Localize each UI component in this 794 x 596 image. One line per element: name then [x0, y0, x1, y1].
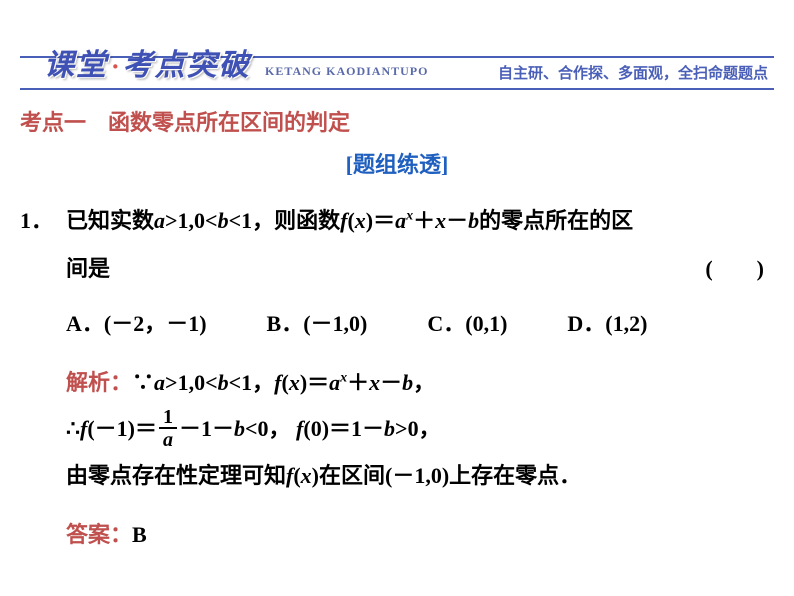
p2: 间是 — [66, 256, 110, 281]
e2h: (0)＝1－ — [303, 416, 384, 441]
e1m: x — [369, 370, 380, 395]
e1c: >1,0< — [165, 370, 218, 395]
option-a: A．(－2，－1) — [66, 306, 207, 338]
e1l: ＋ — [347, 370, 369, 395]
banner-pinyin: KETANG KAODIANTUPO — [265, 64, 428, 79]
banner-title: 课堂 · 考点突破 — [44, 40, 251, 84]
options-row: A．(－2，－1) B．(－1,0) C．(0,1) D．(1,2) — [20, 306, 774, 338]
explanation: 解析：∵a>1,0<b<1，f(x)＝ax＋x－b， ∴f(－1)＝1a－1－b… — [20, 360, 774, 499]
problem-text: 1．已知实数a>1,0<b<1，则函数f(x)＝ax＋x－b的零点所在的区 间是… — [20, 197, 774, 294]
p1a: 已知实数 — [66, 208, 154, 233]
banner-right-text: 自主研、合作探、多面观，全扫命题题点 — [498, 62, 768, 83]
frac-den: a — [159, 429, 177, 451]
e1a: ∵ — [132, 370, 154, 395]
p1e: <1，则函数 — [229, 208, 341, 233]
e1p: ， — [413, 370, 435, 395]
problem-number: 1． — [20, 197, 66, 245]
p1n: － — [446, 208, 468, 233]
e2a: ∴ — [66, 416, 80, 441]
e2e: b — [234, 416, 245, 441]
banner-title-left: 课堂 — [44, 40, 108, 84]
p1p: 的零点所在的区 — [479, 208, 633, 233]
e2c: (－1)＝ — [87, 416, 157, 441]
p1i: )＝ — [366, 208, 395, 233]
p1l: ＋ — [413, 208, 435, 233]
p1b: a — [154, 208, 165, 233]
banner-title-right: 考点突破 — [123, 40, 251, 84]
option-c: C．(0,1) — [427, 306, 507, 338]
p1j: a — [395, 208, 406, 233]
answer-label: 答案： — [66, 522, 132, 547]
e1n: － — [380, 370, 402, 395]
e1g: ( — [281, 370, 288, 395]
e3a: 由零点存在性定理可知 — [66, 463, 286, 488]
e1e: <1， — [229, 370, 275, 395]
p1o: b — [468, 208, 479, 233]
option-b: B．(－1,0) — [267, 306, 368, 338]
e3d: x — [301, 463, 312, 488]
banner-dot: · — [111, 52, 120, 82]
p1d: b — [218, 208, 229, 233]
frac-num: 1 — [159, 407, 177, 429]
e2j: >0， — [395, 416, 441, 441]
content-area: 考点一 函数零点所在区间的判定 [题组练透] 1．已知实数a>1,0<b<1，则… — [20, 105, 774, 549]
e2i: b — [384, 416, 395, 441]
expl-label: 解析： — [66, 370, 132, 395]
p1g: ( — [347, 208, 354, 233]
e3c: ( — [293, 463, 300, 488]
p1h: x — [355, 208, 366, 233]
answer: 答案：B — [20, 517, 774, 549]
e1o: b — [402, 370, 413, 395]
e1b: a — [154, 370, 165, 395]
e2d: －1－ — [179, 416, 234, 441]
e1j: a — [329, 370, 340, 395]
answer-value: B — [132, 522, 147, 547]
e3e: )在区间(－1,0)上存在零点． — [312, 463, 581, 488]
e1h: x — [289, 370, 300, 395]
e1i: )＝ — [300, 370, 329, 395]
section-subtitle: [题组练透] — [20, 147, 774, 179]
section-title: 考点一 函数零点所在区间的判定 — [20, 105, 774, 137]
p1c: >1,0< — [165, 208, 218, 233]
e1d: b — [218, 370, 229, 395]
p1m: x — [435, 208, 446, 233]
e2f: <0， — [245, 416, 291, 441]
problem-paren: ( ) — [705, 245, 764, 293]
option-d: D．(1,2) — [567, 306, 647, 338]
fraction: 1a — [159, 407, 177, 451]
